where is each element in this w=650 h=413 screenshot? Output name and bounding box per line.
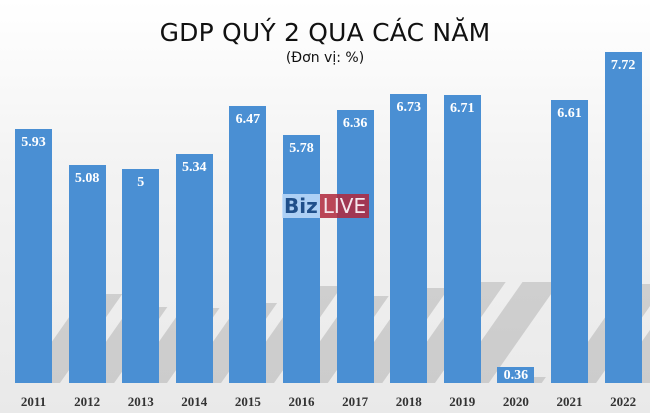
watermark-biz: Biz — [282, 194, 320, 218]
x-axis-label: 2011 — [20, 394, 47, 409]
x-axis-label: 2016 — [288, 394, 315, 409]
bar-value-label: 6.71 — [450, 101, 475, 117]
x-axis-label: 2015 — [234, 394, 261, 409]
x-axis-label: 2022 — [610, 394, 637, 409]
x-axis-label: 2020 — [502, 394, 529, 409]
bar-value-label: 0.36 — [503, 368, 529, 383]
bar-value-label: 6.61 — [557, 105, 582, 121]
bar-value-label: 6.36 — [342, 116, 368, 132]
bar-2015: 6.47 — [229, 105, 267, 383]
x-axis-label: 2017 — [342, 394, 369, 409]
bar-value-label: 6.47 — [235, 111, 261, 127]
bar-value-label: 7.72 — [610, 58, 636, 73]
bizlive-watermark: Biz LIVE — [282, 194, 370, 218]
bar-value-label: 5 — [137, 174, 145, 190]
bar-value-label: 5.34 — [182, 160, 207, 176]
x-axis-label: 2012 — [74, 394, 101, 409]
bar-2012: 5.08 — [68, 165, 106, 383]
x-axis-label: 2014 — [181, 394, 208, 409]
chart-subtitle: (Đơn vị: %) — [285, 50, 365, 66]
bar-2013: 5 — [122, 168, 160, 383]
bar-2022: 7.72 — [604, 52, 642, 383]
bar-2021: 6.61 — [551, 99, 588, 383]
bar-2018: 6.73 — [390, 94, 428, 383]
bar-2014: 5.34 — [175, 154, 213, 383]
bar-value-label: 5.08 — [74, 171, 100, 187]
bar-2020: 0.36 — [497, 367, 535, 383]
bar-value-label: 6.73 — [396, 100, 421, 116]
x-axis-label: 2021 — [556, 394, 583, 409]
bar-2011: 5.93 — [15, 128, 52, 383]
bar-2019: 6.71 — [443, 95, 481, 383]
chart-title: GDP QUÝ 2 QUA CÁC NĂM — [159, 18, 491, 47]
bar-value-label: 5.93 — [21, 134, 46, 150]
x-axis-label: 2018 — [395, 394, 422, 409]
x-axis-label: 2019 — [449, 394, 476, 409]
bar-2017: 6.36 — [336, 110, 374, 383]
bar-value-label: 5.78 — [289, 141, 314, 157]
x-axis-label: 2013 — [127, 394, 154, 409]
bar-2016: 5.78 — [283, 135, 320, 383]
watermark-live: LIVE — [319, 194, 370, 218]
